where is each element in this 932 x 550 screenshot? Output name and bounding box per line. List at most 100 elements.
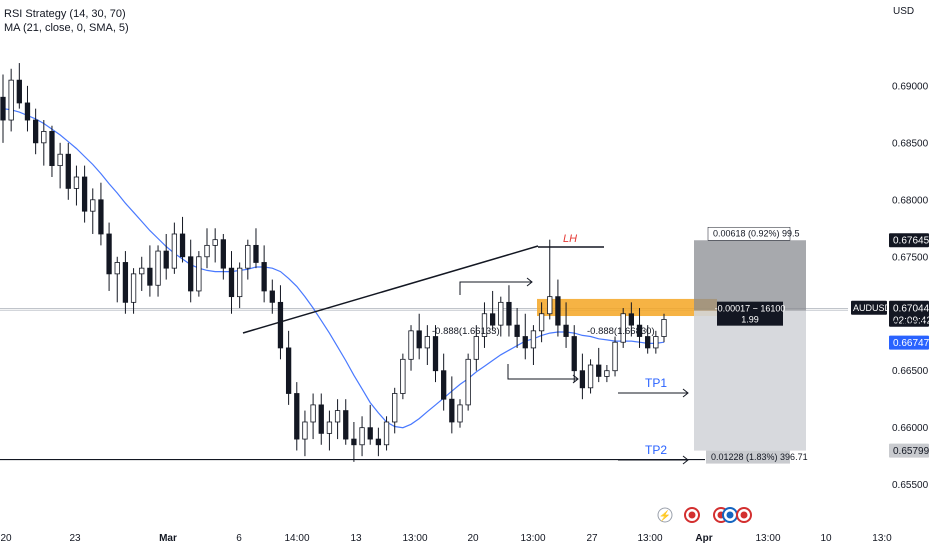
candle-body [473,336,479,360]
candle-body [277,301,284,349]
candle-body [579,370,586,389]
x-tick-label: 13:0 [872,533,892,544]
candle-body [261,262,267,292]
candle-body [57,153,63,167]
level-b-price-label: 0.66747 [893,338,930,349]
candle-body [498,301,504,326]
target-info-text: 0.00618 (0.92%) 99.5 [713,229,800,239]
candle-body [628,313,635,326]
candle-body [155,250,161,286]
lightning-icon-glyph: ⚡ [659,509,671,522]
y-tick-label: 0.66000 [892,423,929,434]
candle-body [375,438,382,446]
candle-body [294,393,300,440]
target-zone [694,240,806,311]
symbol-tag-bg [851,300,887,315]
event-flag-icon-dot [726,511,734,519]
projection-arrowhead-top [526,277,533,287]
candle-body [237,267,243,298]
current-price-label: 0.67044 [893,304,930,315]
candle-body [522,336,528,349]
candle-body [147,267,153,286]
x-tick-label: 13:00 [637,533,662,544]
candle-body [122,262,129,303]
candle-body [179,233,186,258]
resistance-zone [537,298,717,317]
candle-body [457,404,463,423]
stop-zone [694,310,806,451]
candle-body [645,336,651,349]
candle-body [555,296,561,326]
candle-body [571,336,577,372]
candle-body [563,324,569,337]
candle-body [489,313,496,326]
center-info-text-1: -0.00017 − 16100 [715,304,786,314]
x-tick-label: 10 [820,533,832,544]
candle-body [0,96,6,121]
candle-body [343,410,349,440]
candle-body [32,119,39,144]
candle-body [49,131,55,167]
candle-body [188,256,194,292]
tp1-arrowhead [682,388,689,398]
lightning-icon [657,507,673,523]
candle-body [604,370,610,377]
candle-body [285,347,292,394]
currency-label: USD [893,6,914,17]
candle-body [81,176,88,212]
target-price-label: 0.67645 [893,236,930,247]
candle-body [408,330,414,360]
y-tick-label: 0.66500 [892,366,929,377]
rising-trendline [242,245,539,334]
target-info-box [707,226,791,241]
candle-body [163,250,169,269]
target-price-label-bg [889,233,929,248]
candle-body [90,199,96,212]
candle-body [620,313,626,343]
x-tick-label: 14:00 [284,533,309,544]
candle-body [441,370,447,400]
candle-body [636,324,643,337]
current-price-bg [889,300,929,327]
countdown-label: 02:09:42 [893,316,932,327]
candle-body [65,153,71,189]
candle-body [653,336,659,349]
candle-body [220,239,226,269]
symbol-tag: AUDUSD [853,303,892,313]
event-flag-icon-dot [688,511,696,519]
candle-body [245,244,251,269]
candle-body [392,393,398,423]
candle-body [432,336,439,372]
ma-line [2,108,665,429]
x-tick-label: 20 [467,533,479,544]
candle-body [416,330,422,349]
x-tick-label: Mar [159,533,177,544]
stop-price-label-bg [889,443,929,458]
candle-body [253,244,259,263]
stop-info-box [706,450,790,464]
tp2-label: TP2 [645,443,667,457]
candle-body [587,364,594,389]
candle-body [514,324,520,337]
candle-body [661,319,667,337]
candle-body [334,410,341,423]
candle-body [114,262,120,275]
legend-line-2[interactable]: MA (21, close, 0, SMA, 5) [4,22,129,34]
legend-line-1[interactable]: RSI Strategy (14, 30, 70) [4,8,126,20]
x-tick-label: 13 [350,533,362,544]
candle-body [98,199,104,235]
x-tick-label: 20 [0,533,12,544]
x-tick-label: 6 [236,533,242,544]
y-tick-label: 0.69000 [892,81,929,92]
x-tick-label: 23 [69,533,81,544]
candle-body [383,421,390,446]
candle-body [16,79,22,104]
candle-body [465,358,471,406]
candle-body [269,290,275,303]
center-info-box [717,301,783,326]
candle-body [73,176,80,189]
candle-body [212,239,218,246]
candle-body [481,313,488,337]
x-tick-label: 13:00 [755,533,780,544]
